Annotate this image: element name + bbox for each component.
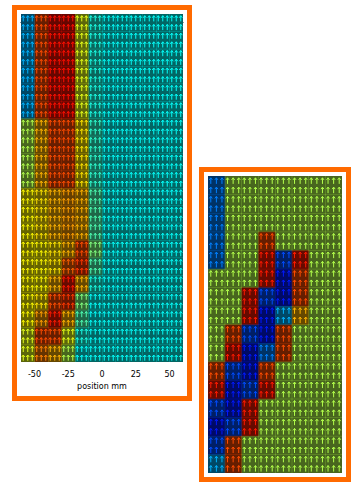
svg-text:25: 25 — [131, 370, 141, 379]
svg-text:0: 0 — [99, 370, 104, 379]
svg-text:-50: -50 — [28, 370, 41, 379]
svg-text:position mm: position mm — [77, 382, 127, 391]
svg-text:-25: -25 — [62, 370, 75, 379]
svg-text:50: 50 — [164, 370, 174, 379]
